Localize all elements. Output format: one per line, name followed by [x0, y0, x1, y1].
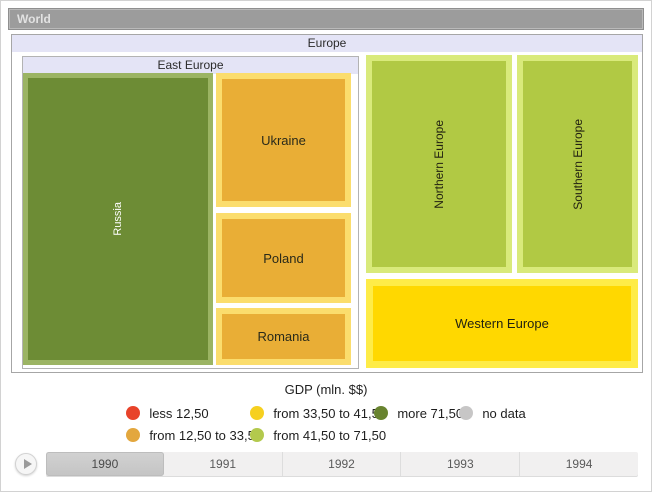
legend-item-33-50-to-41-50: from 33,50 to 41,50 [250, 402, 386, 424]
timeline-year-1990[interactable]: 1990 [46, 452, 164, 476]
timeline-year-1992[interactable]: 1992 [281, 452, 401, 476]
treemap-tile-southern-europe[interactable]: Southern Europe [517, 55, 638, 273]
legend-grid: less 12,50 from 12,50 to 33,50 from 33,5… [126, 402, 526, 446]
legend-item-12-50-to-33-50: from 12,50 to 33,50 [126, 424, 262, 446]
legend-label: less 12,50 [149, 405, 209, 421]
legend: GDP (mln. $$) less 12,50 from 12,50 to 3… [1, 382, 651, 446]
treemap-area: Europe East Europe Russia Ukraine Poland… [11, 34, 643, 373]
treemap-tile-romania[interactable]: Romania [216, 308, 351, 365]
legend-dot-red-icon [126, 406, 141, 420]
play-button[interactable] [15, 453, 37, 475]
legend-label: more 71,50 [397, 405, 464, 421]
treemap-tile-northern-europe[interactable]: Northern Europe [366, 55, 512, 273]
legend-dot-darkgreen-icon [374, 406, 389, 420]
group-east-europe: East Europe Russia Ukraine Poland Romani… [22, 56, 359, 369]
legend-label: from 41,50 to 71,50 [273, 427, 387, 443]
timeline: 1990 1991 1992 1993 1994 [1, 450, 651, 484]
legend-label: no data [482, 405, 526, 421]
treemap-tile-poland[interactable]: Poland [216, 213, 351, 303]
legend-item-41-50-to-71-50: from 41,50 to 71,50 [250, 424, 386, 446]
group-header-europe[interactable]: Europe [12, 35, 642, 52]
legend-title: GDP (mln. $$) [284, 382, 368, 397]
timeline-year-1994[interactable]: 1994 [519, 452, 638, 476]
tile-label-northern-europe: Northern Europe [432, 119, 446, 209]
legend-label: from 33,50 to 41,50 [273, 405, 387, 421]
group-header-east-europe[interactable]: East Europe [23, 57, 358, 74]
timeline-track[interactable]: 1990 1991 1992 1993 1994 [46, 452, 638, 476]
legend-label: from 12,50 to 33,50 [149, 427, 263, 443]
drill-up-bar-world[interactable]: World [8, 8, 644, 30]
tile-label-southern-europe: Southern Europe [570, 118, 585, 210]
treemap-tile-western-europe[interactable]: Western Europe [366, 279, 638, 368]
legend-dot-yellow-icon [250, 406, 265, 420]
tile-label-ukraine: Ukraine [261, 132, 306, 148]
play-icon [24, 459, 32, 469]
legend-dot-orange-icon [126, 428, 141, 442]
legend-item-no-data: no data [459, 402, 526, 424]
legend-dot-gray-icon [459, 406, 474, 420]
treemap-tile-ukraine[interactable]: Ukraine [216, 73, 351, 207]
tile-label-western-europe: Western Europe [455, 316, 549, 331]
tile-label-russia: Russia [112, 202, 124, 236]
tile-label-poland: Poland [263, 250, 304, 266]
timeline-year-1991[interactable]: 1991 [209, 457, 237, 471]
legend-item-more-71-50: more 71,50 [374, 402, 463, 424]
legend-dot-lightgreen-icon [250, 428, 265, 442]
timeline-year-1993[interactable]: 1993 [400, 452, 519, 476]
tile-label-romania: Romania [257, 329, 310, 344]
legend-item-less-12-50: less 12,50 [126, 402, 250, 424]
treemap-tile-russia[interactable]: Russia [23, 73, 213, 365]
